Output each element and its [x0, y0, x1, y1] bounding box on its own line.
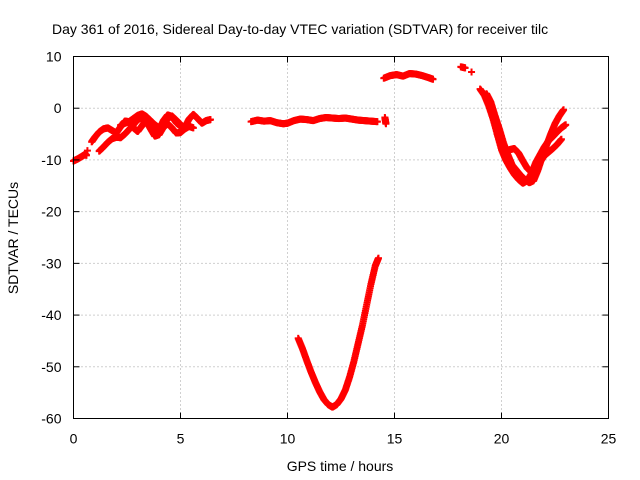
- y-tick-label: -10: [41, 152, 61, 168]
- series-seg-5b: [468, 68, 476, 76]
- y-axis-label: SDTVAR / TECUs: [5, 182, 21, 294]
- y-tick-label: -20: [41, 204, 61, 220]
- data-point: [382, 120, 390, 128]
- series-seg-5: [457, 63, 469, 72]
- data-point: [177, 120, 184, 128]
- chart-title: Day 361 of 2016, Sidereal Day-to-day VTE…: [52, 21, 548, 37]
- series-seg-6c: [493, 130, 565, 176]
- x-tick-label: 10: [280, 431, 296, 447]
- data-point: [557, 135, 565, 143]
- x-axis-ticks: 0 5 10 15 20 25: [70, 56, 617, 447]
- series-seg-1c: [117, 110, 184, 132]
- plot-frame: [73, 56, 609, 419]
- x-tick-label: 15: [387, 431, 403, 447]
- data-point: [461, 64, 469, 72]
- series-seg-dip: [294, 254, 382, 411]
- y-tick-label: -60: [41, 411, 61, 427]
- x-tick-label: 5: [177, 431, 185, 447]
- y-tick-label: -50: [41, 359, 61, 375]
- y-tick-label: 10: [46, 49, 62, 65]
- y-axis-ticks: -60 -50 -40 -30 -20 -10 0 10: [41, 49, 609, 427]
- series-seg-2: [247, 114, 381, 128]
- y-tick-label: 0: [54, 100, 62, 116]
- y-tick-label: -30: [41, 255, 61, 271]
- series-seg-6b: [483, 90, 568, 187]
- data-point: [206, 116, 214, 124]
- data-points: [70, 63, 570, 411]
- data-point: [373, 118, 381, 126]
- data-point: [562, 121, 570, 129]
- series-seg-3: [381, 114, 390, 128]
- x-axis-label: GPS time / hours: [287, 458, 394, 474]
- series-seg-start-2: [83, 147, 91, 155]
- grid-lines: [73, 56, 609, 419]
- data-point: [82, 151, 90, 159]
- x-tick-label: 20: [494, 431, 510, 447]
- data-point: [468, 68, 476, 76]
- x-tick-label: 0: [70, 431, 78, 447]
- data-point: [560, 106, 568, 114]
- data-point: [189, 124, 197, 132]
- data-point: [83, 147, 91, 155]
- series-seg-4: [380, 70, 437, 83]
- data-point: [374, 254, 382, 262]
- data-point: [429, 75, 437, 83]
- y-tick-label: -40: [41, 307, 61, 323]
- x-tick-label: 25: [601, 431, 617, 447]
